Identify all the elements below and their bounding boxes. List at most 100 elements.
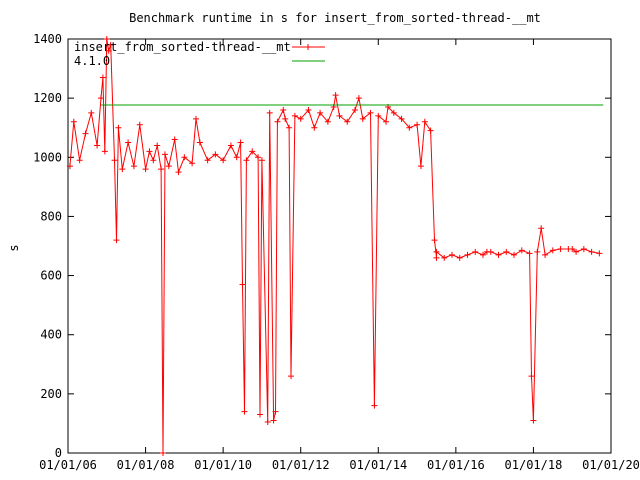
data-point-marker <box>518 247 525 254</box>
data-point-marker <box>165 163 172 170</box>
data-point-marker <box>480 251 487 258</box>
data-point-marker <box>383 118 390 125</box>
x-tick-label: 01/01/18 <box>505 458 563 472</box>
data-point-marker <box>332 92 339 99</box>
data-point-marker <box>150 157 157 164</box>
data-point-marker <box>367 109 374 116</box>
y-axis-label: s <box>7 244 21 251</box>
data-point-marker <box>511 251 518 258</box>
data-point-marker <box>175 169 182 176</box>
data-point-marker <box>464 251 471 258</box>
x-tick-label: 01/01/10 <box>194 458 252 472</box>
y-tick-label: 1200 <box>33 91 62 105</box>
data-point-marker <box>588 248 595 255</box>
data-point-marker <box>280 106 287 113</box>
data-point-marker <box>375 112 382 119</box>
data-point-marker <box>88 109 95 116</box>
data-point-marker <box>297 115 304 122</box>
data-point-marker <box>115 124 122 131</box>
data-point-marker <box>249 148 256 155</box>
x-tick-label: 01/01/14 <box>349 458 407 472</box>
data-point-marker <box>113 237 120 244</box>
data-point-marker <box>580 245 587 252</box>
y-tick-label: 200 <box>40 387 62 401</box>
data-point-marker <box>596 250 603 257</box>
data-point-marker <box>288 373 295 380</box>
data-point-marker <box>495 251 502 258</box>
data-point-marker <box>146 148 153 155</box>
data-point-marker <box>538 225 545 232</box>
data-point-marker <box>390 109 397 116</box>
data-point-marker <box>212 151 219 158</box>
data-point-marker <box>417 163 424 170</box>
data-point-marker <box>456 254 463 261</box>
data-point-marker <box>192 115 199 122</box>
data-point-marker <box>111 157 118 164</box>
x-tick-label: 01/01/20 <box>582 458 640 472</box>
data-point-marker <box>344 118 351 125</box>
data-point-marker <box>204 157 211 164</box>
data-point-marker <box>125 139 132 146</box>
data-point-marker <box>530 417 537 424</box>
legend-label-insert-from-sorted: insert_from_sorted-thread-__mt <box>74 40 291 54</box>
data-point-marker <box>264 418 271 425</box>
data-point-marker <box>258 157 265 164</box>
data-point-marker <box>431 237 438 244</box>
data-point-marker <box>448 251 455 258</box>
data-point-marker <box>241 408 248 415</box>
data-point-marker <box>160 450 167 456</box>
data-point-marker <box>220 157 227 164</box>
data-point-marker <box>352 106 359 113</box>
data-point-marker <box>542 251 549 258</box>
data-point-marker <box>161 151 168 158</box>
data-point-marker <box>256 411 263 418</box>
plot-frame <box>67 38 612 454</box>
data-point-marker <box>99 74 106 81</box>
series-layer <box>66 36 604 456</box>
data-point-marker <box>181 154 188 161</box>
data-point-marker <box>528 373 535 380</box>
legend-label-4-1-0: 4.1.0 <box>74 54 110 68</box>
data-point-marker <box>557 245 564 252</box>
data-point-marker <box>243 157 250 164</box>
data-point-marker <box>119 166 126 173</box>
data-point-marker <box>94 142 101 149</box>
data-point-marker <box>291 112 298 119</box>
data-point-marker <box>255 154 262 161</box>
x-axis-ticks: 01/01/06 01/01/08 01/01/10 01/01/12 01/01/14… <box>39 39 640 472</box>
data-point-marker <box>82 130 89 137</box>
data-point-marker <box>171 136 178 143</box>
data-point-marker <box>398 115 405 122</box>
data-point-marker <box>406 124 413 131</box>
data-point-marker <box>70 118 77 125</box>
data-point-marker <box>237 139 244 146</box>
data-point-marker <box>317 109 324 116</box>
data-point-marker <box>336 112 343 119</box>
data-point-marker <box>97 95 104 102</box>
data-point-marker <box>282 115 289 122</box>
data-point-marker <box>503 248 510 255</box>
chart-title: Benchmark runtime in s for insert_from_s… <box>129 11 541 25</box>
x-tick-label: 01/01/16 <box>427 458 485 472</box>
data-point-marker <box>355 95 362 102</box>
y-tick-label: 1000 <box>33 150 62 164</box>
legend: insert_from_sorted-thread-__mt4.1.0 <box>74 40 325 68</box>
y-tick-label: 0 <box>55 446 62 460</box>
data-point-marker <box>103 36 110 42</box>
data-point-marker <box>311 124 318 131</box>
data-point-marker <box>549 247 556 254</box>
data-point-marker <box>233 154 240 161</box>
x-tick-label: 01/01/06 <box>39 458 97 472</box>
data-point-marker <box>526 250 533 257</box>
data-point-marker <box>272 408 279 415</box>
data-point-marker <box>573 248 580 255</box>
data-point-marker <box>441 254 448 261</box>
y-tick-label: 600 <box>40 269 62 283</box>
data-point-marker <box>421 118 428 125</box>
data-point-marker <box>274 118 281 125</box>
data-point-marker <box>76 157 83 164</box>
data-point-marker <box>189 160 196 167</box>
y-axis-ticks: 0 200 400 600 800 1000 1200 1400 <box>33 32 611 460</box>
data-point-marker <box>534 248 541 255</box>
